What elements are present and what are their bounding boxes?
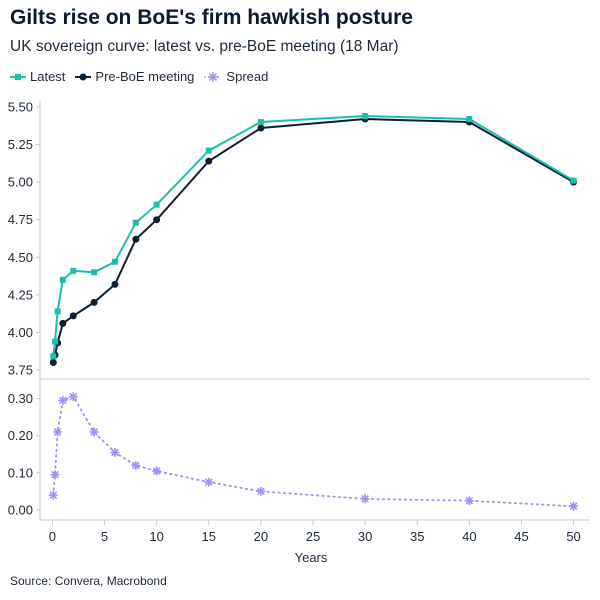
spread-point: [256, 486, 266, 496]
legend-item-pre-boe: Pre-BoE meeting: [75, 69, 194, 84]
latest-point: [362, 113, 369, 120]
spread-point: [48, 490, 58, 500]
x-tick-label: 40: [462, 529, 476, 544]
pre-boe-point: [59, 319, 67, 327]
top-y-tick-label: 4.00: [8, 325, 33, 340]
latest-point: [70, 267, 77, 274]
latest-point: [111, 258, 118, 265]
latest-point: [50, 353, 57, 360]
legend-label-pre-boe: Pre-BoE meeting: [95, 69, 195, 84]
spread-point: [464, 496, 474, 506]
spread-point: [152, 466, 162, 476]
series-line-latest: [52, 114, 575, 357]
spread-point: [110, 447, 120, 457]
spread-point: [68, 392, 78, 402]
top-y-tick-label: 3.75: [8, 363, 33, 378]
spread-point: [204, 477, 214, 487]
bottom-y-tick-label: 0.10: [8, 465, 33, 480]
legend-item-latest: Latest: [10, 69, 65, 84]
top-y-tick-label: 5.00: [8, 175, 33, 190]
pre-boe-point: [111, 280, 119, 288]
top-y-tick-label: 5.50: [8, 100, 33, 115]
bottom-y-tick-label: 0.30: [8, 391, 33, 406]
x-tick-label: 35: [410, 529, 424, 544]
top-panel: 3.75 4.00 4.25 4.50 4.75 5.00 5.25 5.50: [8, 100, 590, 520]
bottom-panel: 0.00 0.10 0.20 0.30 0 5 10 15 20 25 30 35 40 45 50: [8, 391, 590, 544]
latest-point: [153, 201, 160, 208]
pre-boe-point: [153, 216, 161, 224]
chart-subtitle: UK sovereign curve: latest vs. pre-BoE m…: [10, 38, 399, 55]
x-tick-label: 25: [306, 529, 320, 544]
legend-latest-marker-icon: [10, 73, 26, 80]
latest-point: [91, 269, 98, 276]
legend-item-spread: Spread: [204, 69, 268, 84]
spread-point: [58, 395, 68, 405]
legend: Latest Pre-BoE meeting Spread: [10, 69, 278, 84]
latest-point: [257, 119, 264, 126]
x-tick-label: 10: [149, 529, 163, 544]
legend-pre-boe-marker-icon: [75, 73, 92, 80]
x-tick-label: 50: [566, 529, 580, 544]
pre-boe-point: [49, 358, 57, 366]
x-tick-label: 5: [101, 529, 108, 544]
spread-point: [50, 470, 60, 480]
legend-label-latest: Latest: [30, 69, 66, 84]
spread-point: [360, 494, 370, 504]
latest-point: [466, 116, 473, 123]
spread-point: [569, 501, 579, 511]
series-line-pre-boe: [52, 117, 575, 363]
x-tick-label: 30: [358, 529, 372, 544]
latest-point: [570, 177, 577, 184]
source-note: Source: Convera, Macrobond: [10, 574, 167, 588]
latest-point: [52, 338, 59, 345]
latest-point: [132, 219, 139, 226]
latest-point: [54, 308, 61, 315]
legend-label-spread: Spread: [226, 69, 269, 84]
latest-point: [59, 276, 66, 283]
top-y-tick-label: 4.50: [8, 250, 33, 265]
legend-spread-marker-icon: [204, 71, 223, 82]
x-tick-label: 45: [514, 529, 528, 544]
pre-boe-point: [90, 298, 98, 306]
bottom-y-tick-label: 0.20: [8, 428, 33, 443]
top-y-tick-label: 4.25: [8, 287, 33, 302]
pre-boe-point: [69, 312, 77, 320]
spread-point: [89, 427, 99, 437]
bottom-y-tick-label: 0.00: [8, 503, 33, 518]
series-line-spread: [52, 395, 575, 508]
top-y-tick-label: 5.25: [8, 137, 33, 152]
x-axis-title: Years: [295, 550, 328, 565]
top-y-tick-label: 4.75: [8, 212, 33, 227]
chart-title: Gilts rise on BoE's firm hawkish posture: [10, 6, 413, 29]
latest-point: [205, 147, 212, 154]
spread-point: [53, 427, 63, 437]
x-tick-label: 15: [202, 529, 216, 544]
pre-boe-point: [257, 124, 265, 132]
spread-point: [131, 460, 141, 470]
pre-boe-point: [132, 235, 140, 243]
pre-boe-point: [205, 157, 213, 165]
x-tick-label: 20: [254, 529, 268, 544]
x-tick-label: 0: [49, 529, 56, 544]
